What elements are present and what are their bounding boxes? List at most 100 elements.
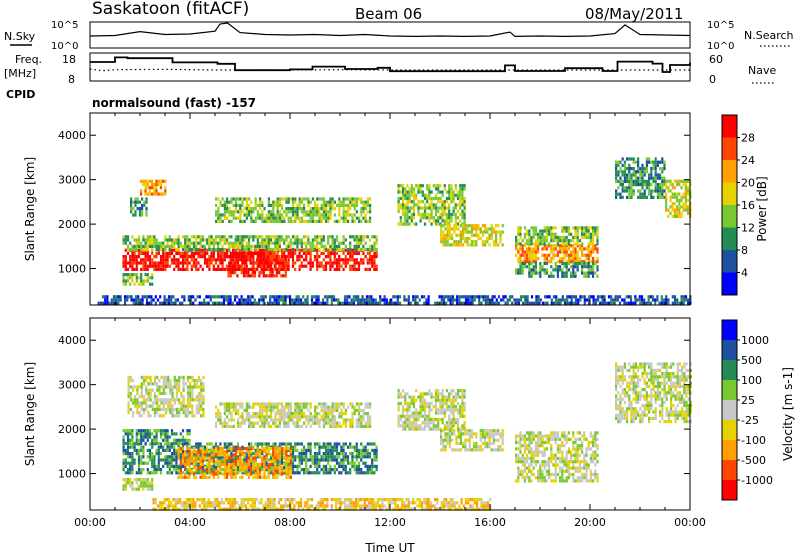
power-cell [284, 298, 287, 302]
power-cell [567, 256, 570, 261]
power-cell [221, 261, 224, 265]
power-cell [333, 207, 336, 211]
power-cell [305, 210, 308, 214]
power-cell [208, 248, 211, 252]
power-cell [201, 244, 204, 248]
velocity-cell [333, 468, 336, 472]
power-cell [351, 200, 354, 204]
velocity-cell [267, 475, 270, 479]
power-cell [441, 216, 444, 220]
power-cell [559, 247, 562, 251]
power-cell [258, 271, 261, 275]
velocity-cell [234, 472, 237, 476]
power-cell [223, 248, 226, 252]
power-cell [434, 209, 438, 213]
power-cell [168, 238, 171, 242]
power-cell [349, 207, 352, 211]
power-cell [274, 203, 277, 207]
power-cell [541, 265, 544, 269]
power-cell [267, 235, 270, 239]
power-cell [197, 235, 200, 239]
power-cell [271, 261, 274, 265]
power-cell [296, 241, 299, 245]
velocity-cell [206, 471, 209, 475]
power-cell [300, 210, 303, 214]
velocity-cell [197, 450, 200, 454]
power-cell [278, 248, 281, 252]
power-cell [241, 261, 244, 265]
power-cell [146, 235, 149, 239]
velocity-cell [153, 382, 157, 386]
power-cell [163, 298, 166, 302]
power-cell [170, 251, 174, 255]
power-cell [469, 301, 472, 305]
power-cell [399, 219, 402, 223]
power-cell [278, 261, 281, 265]
power-cell [665, 205, 668, 209]
velocity-cell [362, 461, 365, 465]
power-cell [258, 298, 261, 302]
power-cell [305, 258, 308, 262]
power-cell [150, 295, 153, 299]
power-cell [461, 203, 464, 207]
power-cell [519, 232, 522, 236]
power-cell [596, 274, 599, 278]
power-cell [276, 213, 279, 217]
power-cell [375, 267, 378, 271]
power-cell [563, 265, 566, 269]
power-cell [239, 210, 242, 214]
power-cell [234, 203, 237, 207]
velocity-cell [364, 452, 367, 456]
velocity-cell [175, 441, 178, 446]
power-cell [545, 232, 548, 236]
velocity-cell [173, 438, 176, 442]
velocity-cell [221, 455, 224, 459]
power-cell [404, 196, 407, 201]
power-cell [371, 255, 374, 259]
velocity-cell [206, 452, 209, 456]
power-cell [201, 235, 204, 239]
power-cell [455, 240, 458, 244]
power-cell [454, 212, 457, 217]
power-cell [383, 301, 386, 305]
velocity-cell [230, 456, 233, 460]
power-cell [676, 211, 679, 215]
power-cell [327, 203, 330, 207]
power-cell [240, 301, 243, 305]
power-cell [574, 298, 578, 302]
velocity-cell [307, 445, 310, 449]
velocity-cell [285, 453, 288, 457]
velocity-cell [258, 464, 262, 468]
power-cell [447, 295, 450, 299]
power-cell [211, 295, 215, 299]
velocity-cell [267, 446, 270, 451]
velocity-cell [168, 464, 171, 468]
power-cell [615, 160, 618, 164]
power-cell [286, 295, 289, 299]
power-cell [684, 198, 687, 203]
power-cell [526, 247, 529, 251]
velocity-cell [140, 435, 143, 439]
velocity-cell [159, 442, 163, 446]
velocity-cell [371, 468, 374, 472]
power-cell [217, 267, 220, 271]
power-cell [434, 193, 438, 197]
power-cell [332, 295, 336, 299]
power-cell [123, 295, 127, 299]
power-cell [283, 267, 286, 271]
power-cell [640, 301, 644, 305]
power-cell [441, 190, 444, 194]
power-cell [234, 244, 237, 248]
power-cell [548, 253, 551, 257]
power-cell [231, 301, 234, 305]
power-cell [219, 241, 222, 245]
velocity-cell [373, 464, 376, 468]
power-cell [412, 187, 416, 191]
velocity-cell [366, 455, 369, 459]
power-cell [561, 268, 564, 272]
power-cell [234, 238, 237, 242]
velocity-cell [318, 452, 321, 456]
power-cell [450, 219, 453, 223]
velocity-cell [129, 432, 132, 436]
power-cell [245, 197, 248, 201]
